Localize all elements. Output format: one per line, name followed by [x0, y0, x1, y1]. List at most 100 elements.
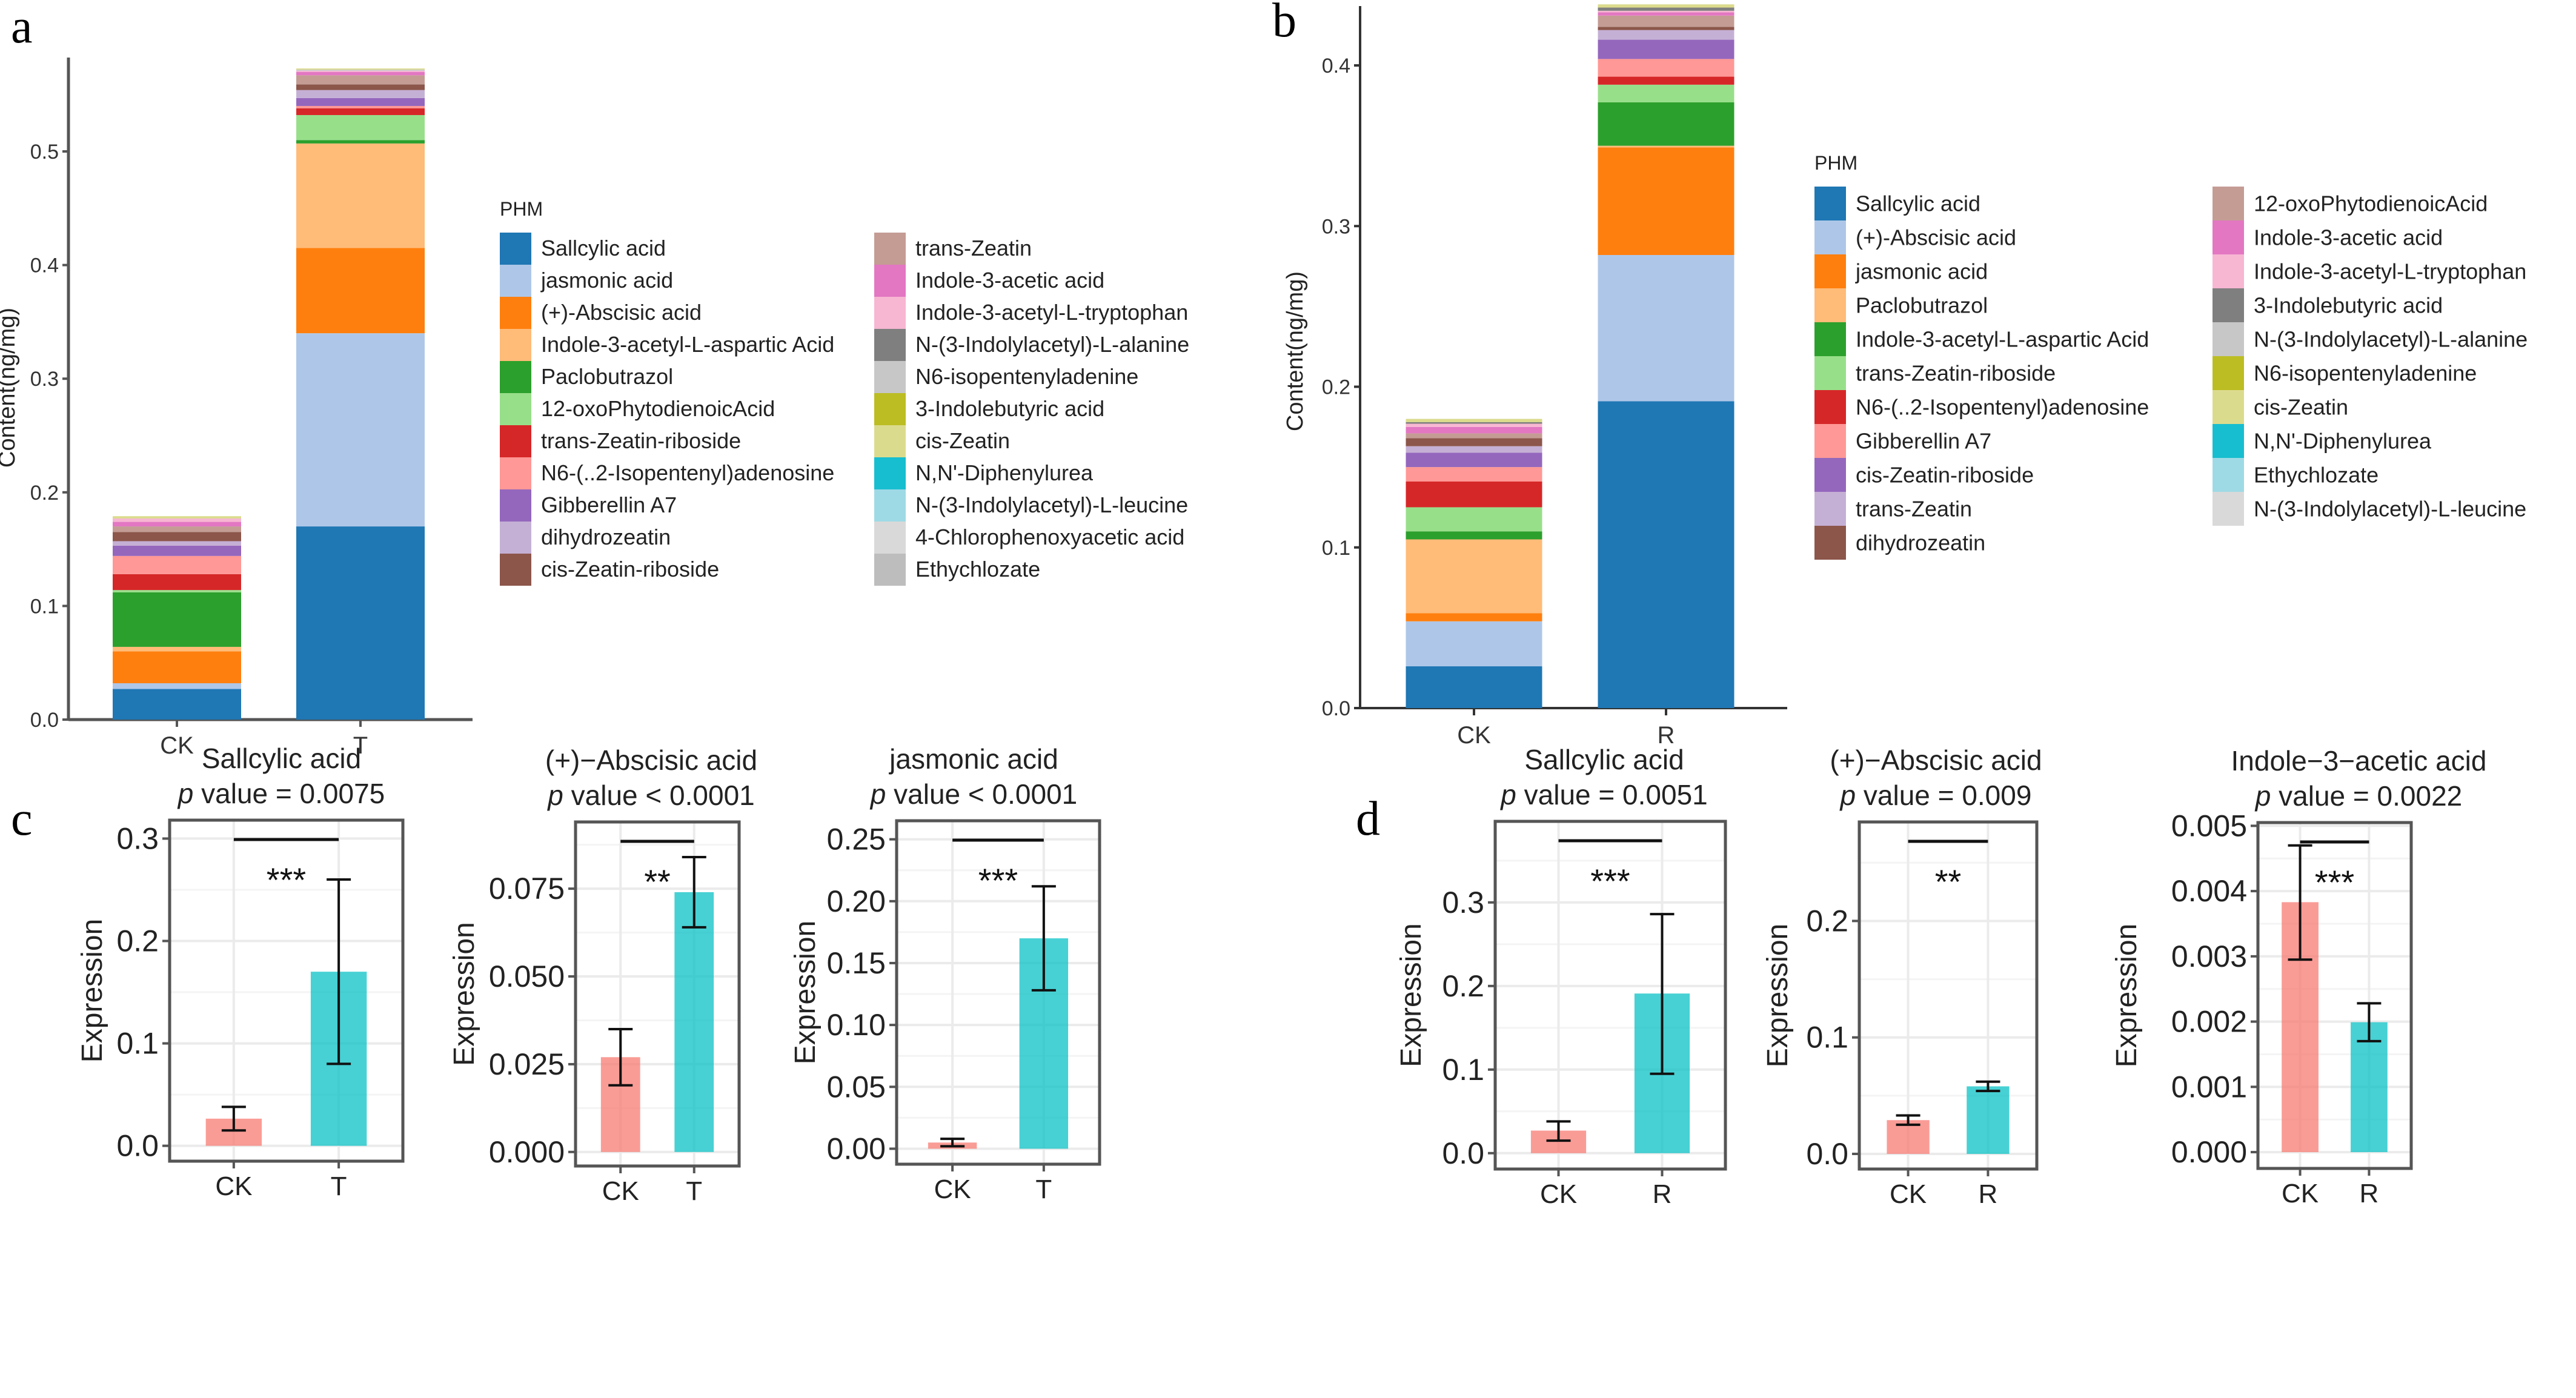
bar-segment: [1406, 452, 1542, 468]
y-tick-label: 0.10: [827, 1008, 886, 1042]
y-tick-label: 0.3: [30, 368, 59, 391]
error-bar: [2288, 844, 2312, 961]
p-value-text: value = 0.0051: [1524, 779, 1708, 810]
p-value-label: p value = 0.0051: [1499, 779, 1707, 810]
legend-swatch: [2213, 220, 2244, 254]
x-tick-label: CK: [602, 1176, 639, 1206]
significance-stars: ***: [267, 861, 306, 899]
bar-r: [1967, 1086, 2010, 1155]
plot-frame: [2256, 821, 2413, 1170]
legend-item: N-(3-Indolylacetyl)-L-alanine: [2213, 322, 2528, 356]
y-tick-label: 0.2: [116, 924, 159, 958]
legend-label: Paclobutrazol: [541, 364, 673, 389]
bar-segment: [296, 526, 425, 720]
legend-swatch: [1814, 458, 1846, 492]
bar-segment: [113, 545, 241, 556]
y-tick-label: 0.3: [116, 821, 159, 855]
p-value-text: value = 0.009: [1864, 780, 2032, 811]
y-tick-label: 0.1: [1442, 1053, 1484, 1087]
bar-segment: [296, 140, 425, 144]
legend-item: trans-Zeatin-riboside: [1814, 356, 2056, 390]
bar-segment: [1406, 438, 1542, 446]
legend-item: cis-Zeatin-riboside: [1814, 458, 2034, 492]
bar-segment: [113, 651, 241, 683]
legend-swatch: [500, 361, 531, 393]
p-value-label: p value < 0.0001: [546, 780, 754, 811]
bar-segment: [1598, 147, 1734, 255]
legend-swatch: [1814, 288, 1846, 322]
p-symbol: p: [1499, 779, 1524, 810]
y-tick-label: 0.0: [1806, 1137, 1848, 1171]
p-symbol: p: [869, 778, 894, 810]
bar-t: [674, 892, 714, 1152]
legend-item: N6-(..2-Isopentenyl)adenosine: [1814, 390, 2149, 424]
subplot-title: Sallcylic acid: [1524, 744, 1684, 775]
x-tick-label: CK: [160, 732, 194, 759]
legend-item: Indole-3-acetic acid: [2213, 220, 2443, 254]
legend-label: N,N'-Diphenylurea: [915, 460, 1094, 485]
legend-swatch: [1814, 390, 1846, 424]
error-bar: [1031, 885, 1056, 992]
legend-label: N6-isopentenyladenine: [2254, 360, 2477, 385]
bar-segment: [296, 84, 425, 90]
y-tick-label: 0.1: [116, 1027, 159, 1061]
legend-swatch: [874, 233, 906, 265]
bar-segment: [1598, 27, 1734, 30]
error-bar: [940, 1138, 965, 1148]
legend-label: N6-isopentenyladenine: [915, 364, 1138, 389]
legend-label: cis-Zeatin-riboside: [541, 557, 719, 581]
legend-label: 3-Indolebutyric acid: [915, 396, 1104, 421]
legend-label: trans-Zeatin: [915, 236, 1032, 260]
legend-item: 12-oxoPhytodienoicAcid: [500, 393, 775, 425]
legend-swatch: [500, 425, 531, 457]
error-bar: [221, 1105, 246, 1132]
bar-segment: [1406, 433, 1542, 439]
bar-segment: [113, 646, 241, 652]
legend-label: N-(3-Indolylacetyl)-L-alanine: [915, 332, 1189, 357]
p-value-text: value = 0.0075: [201, 778, 385, 809]
legend-label: Indole-3-acetyl-L-tryptophan: [915, 300, 1188, 325]
plot-frame: [1857, 820, 2039, 1171]
y-tick-label: 0.002: [2171, 1005, 2247, 1039]
legend-item: cis-Zeatin: [2213, 390, 2348, 424]
legend-item: cis-Zeatin-riboside: [500, 554, 719, 586]
y-tick-label: 0.4: [30, 254, 59, 277]
legend-swatch: [874, 522, 906, 554]
y-tick-label: 0.3: [1442, 886, 1484, 919]
bar-segment: [1598, 15, 1734, 27]
bar-segment: [1406, 419, 1542, 422]
p-symbol: p: [546, 780, 571, 811]
bar-segment: [1406, 666, 1542, 708]
legend-swatch: [874, 393, 906, 425]
x-tick-label: T: [1035, 1174, 1052, 1204]
legend-swatch: [2213, 356, 2244, 390]
legend-label: N-(3-Indolylacetyl)-L-leucine: [915, 492, 1188, 517]
legend-item: N-(3-Indolylacetyl)-L-leucine: [2213, 492, 2526, 526]
bar-segment: [113, 526, 241, 532]
bar-segment: [113, 522, 241, 527]
bar-segment: [296, 98, 425, 106]
legend-item: dihydrozeatin: [1814, 526, 1985, 560]
legend-swatch: [1814, 322, 1846, 356]
legend-item: Gibberellin A7: [1814, 424, 1991, 458]
y-tick-label: 0.25: [827, 823, 886, 856]
x-tick-label: CK: [2282, 1179, 2319, 1208]
y-tick-label: 0.15: [827, 946, 886, 980]
p-value-label: p value < 0.0001: [869, 778, 1077, 810]
legend-item: N6-(..2-Isopentenyl)adenosine: [500, 457, 834, 489]
legend-label: dihydrozeatin: [541, 525, 671, 549]
legend-label: trans-Zeatin-riboside: [1856, 360, 2056, 385]
x-tick-label: CK: [1540, 1179, 1577, 1209]
legend-swatch: [500, 554, 531, 586]
bar-segment: [296, 105, 425, 108]
bar-segment: [1598, 401, 1734, 708]
legend-item: (+)-Abscisic acid: [500, 297, 702, 329]
legend-swatch: [2213, 390, 2244, 424]
legend-swatch: [500, 329, 531, 361]
y-tick-label: 0.050: [489, 959, 565, 993]
legend-label: 12-oxoPhytodienoicAcid: [2254, 191, 2488, 216]
y-axis-title: Expression: [789, 921, 822, 1064]
bar-segment: [296, 114, 425, 141]
bar-segment: [113, 590, 241, 592]
